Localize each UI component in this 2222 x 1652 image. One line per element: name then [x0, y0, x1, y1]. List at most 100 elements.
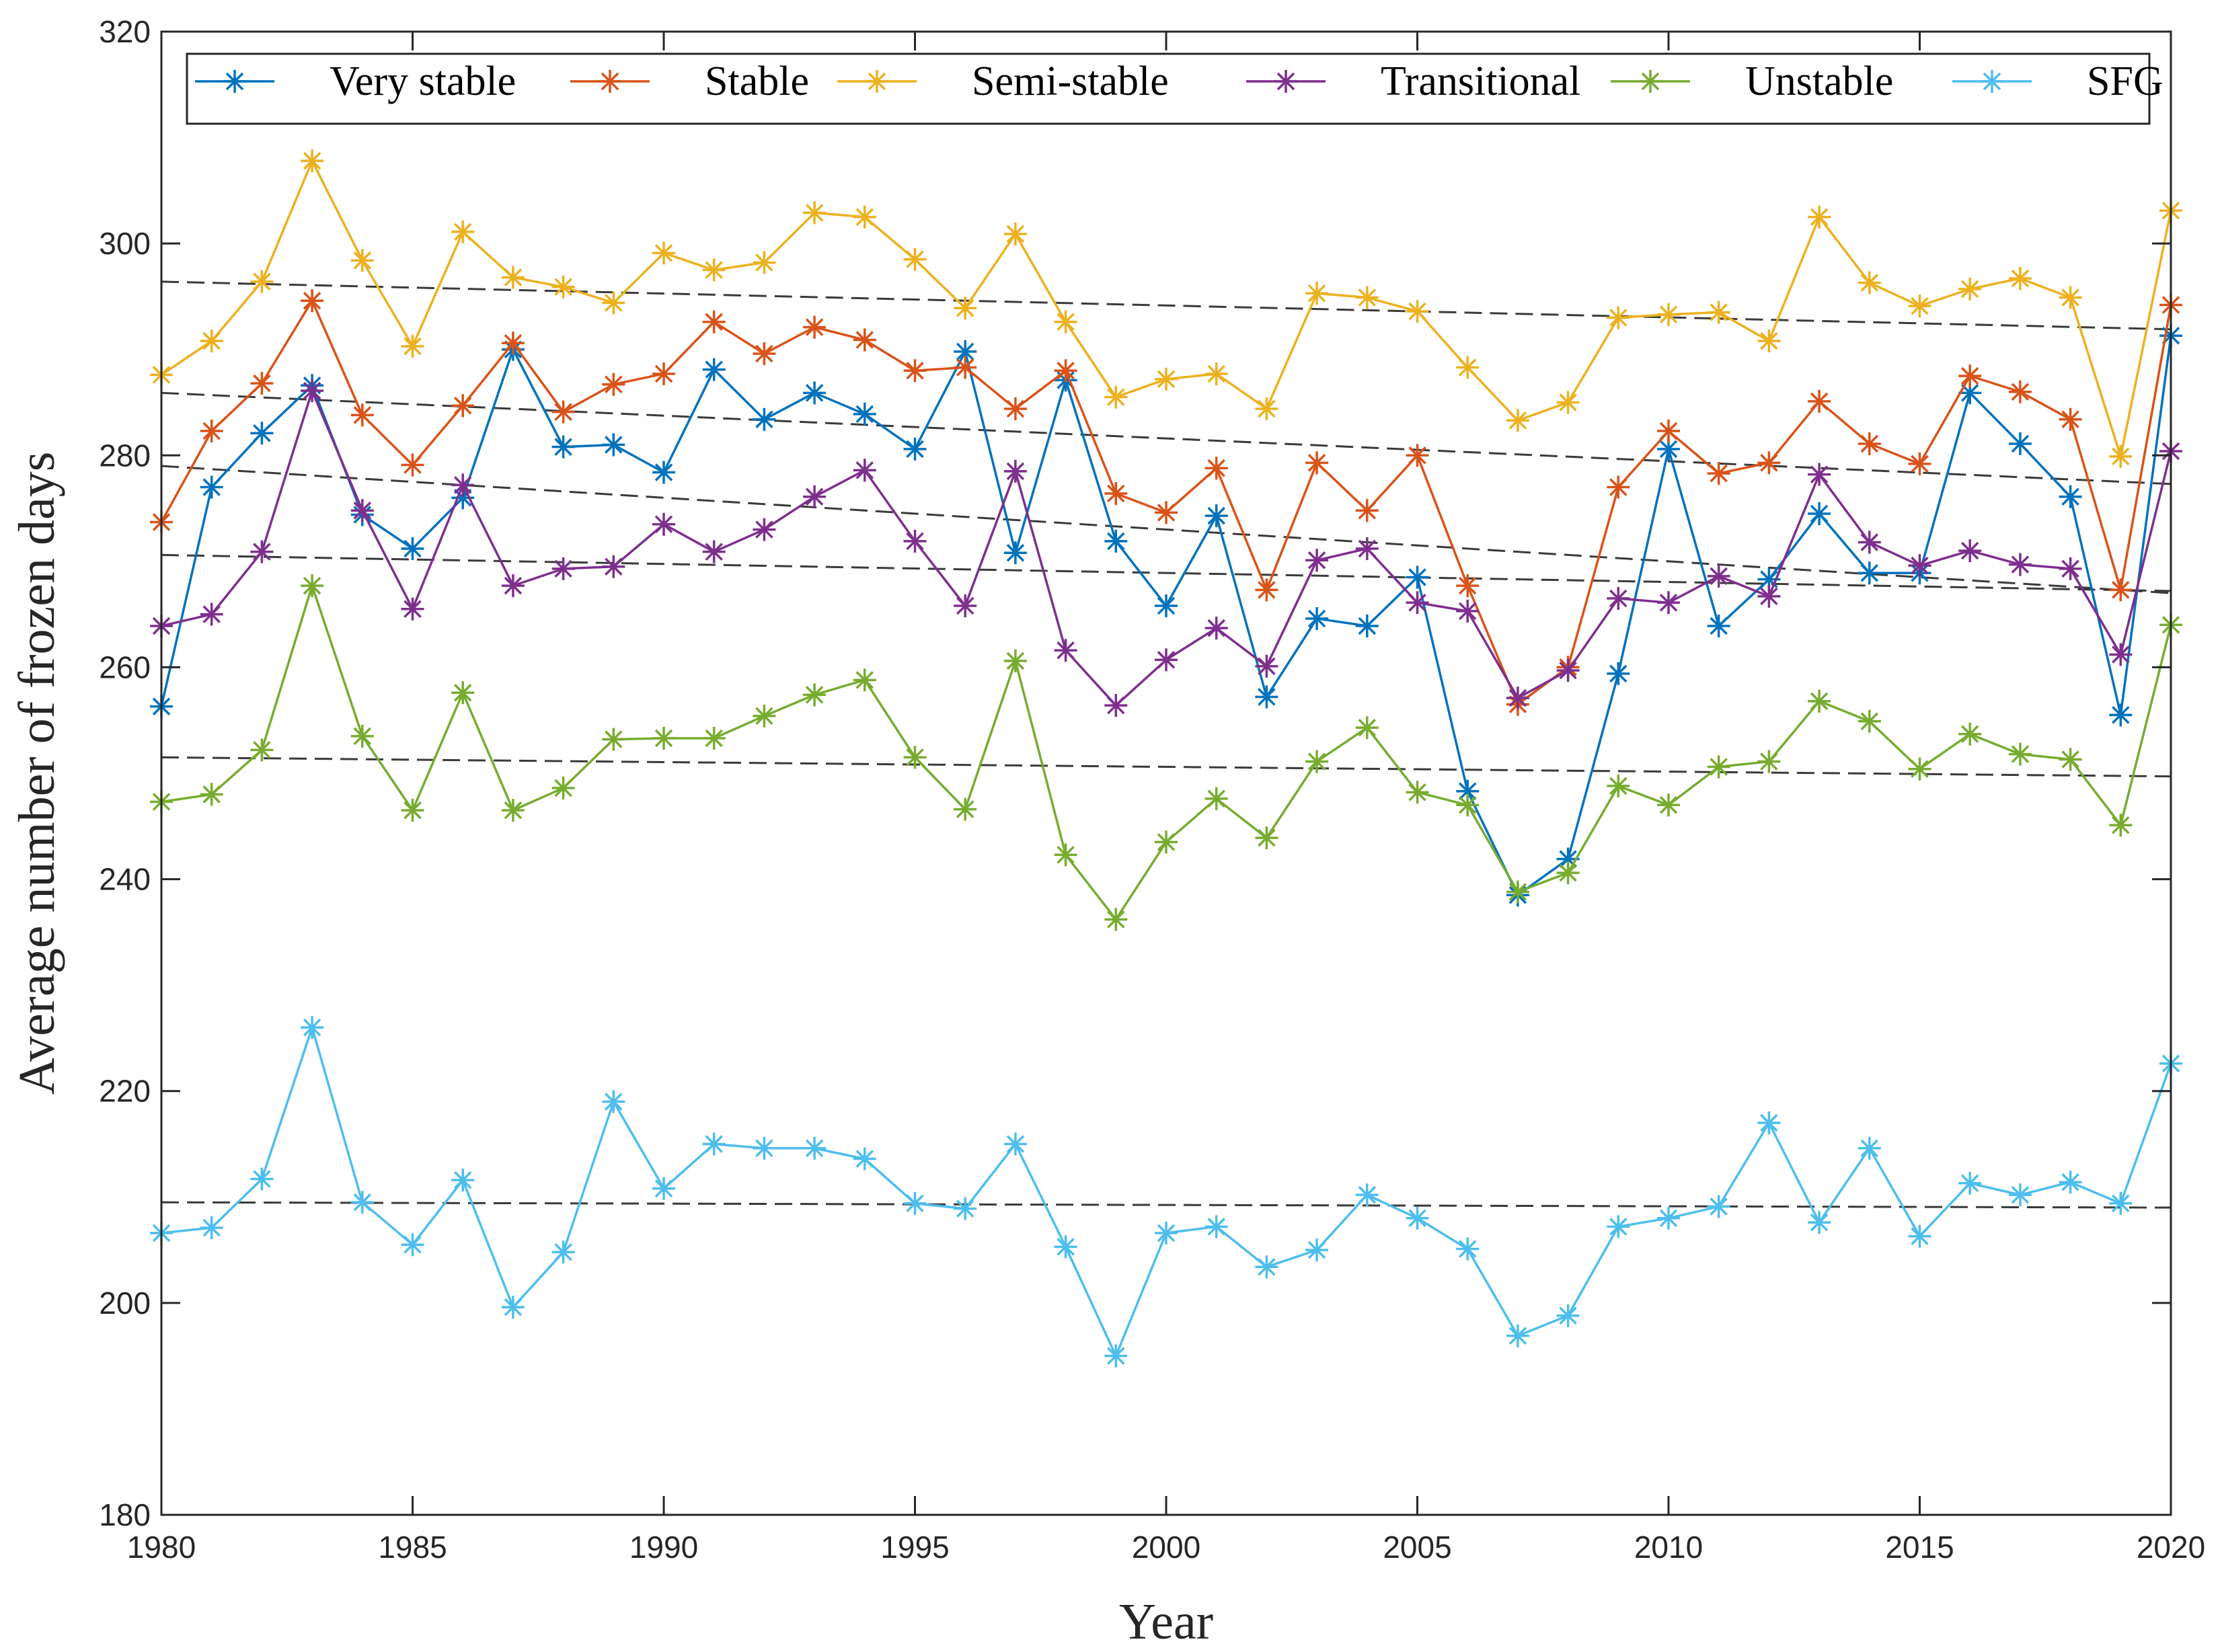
- data-point: [652, 512, 675, 536]
- data-point: [1857, 432, 1881, 455]
- data-point: [501, 574, 525, 598]
- data-point: [1607, 306, 1630, 329]
- data-point: [1857, 561, 1881, 585]
- data-point: [1707, 1195, 1730, 1218]
- data-point: [1255, 685, 1278, 709]
- data-point: [200, 602, 223, 626]
- data-point: [401, 334, 424, 358]
- data-point: [903, 1191, 927, 1215]
- data-point: [2008, 432, 2032, 455]
- data-point: [652, 362, 675, 385]
- x-axis-title: Year: [1119, 1594, 1213, 1650]
- data-point: [1255, 654, 1278, 678]
- legend-label: Transitional: [1381, 58, 1580, 104]
- data-point: [702, 310, 726, 333]
- data-point: [1757, 750, 1781, 773]
- data-point: [954, 797, 977, 821]
- legend-marker: [1981, 70, 2003, 93]
- data-point: [1958, 364, 1982, 388]
- data-point: [2008, 267, 2032, 290]
- data-point: [903, 529, 927, 553]
- y-tick-label: 300: [99, 226, 151, 261]
- data-point: [1757, 1111, 1781, 1134]
- data-point: [1857, 530, 1881, 554]
- data-point: [451, 1169, 475, 1192]
- legend-entry: Semi-stable: [837, 58, 1169, 104]
- data-point: [702, 258, 726, 282]
- data-point: [350, 403, 374, 427]
- y-tick-label: 260: [99, 650, 151, 684]
- data-point: [301, 289, 324, 313]
- data-point: [200, 1216, 223, 1239]
- data-point: [1808, 689, 1831, 713]
- series-unstable: [150, 574, 2182, 931]
- data-point: [753, 1136, 776, 1160]
- data-point: [954, 340, 977, 363]
- data-point: [1003, 649, 1027, 672]
- data-point: [1155, 367, 1178, 391]
- data-point: [2008, 380, 2032, 403]
- data-point: [1104, 529, 1128, 553]
- legend-entry: Unstable: [1611, 58, 1893, 104]
- trend-lines: [161, 280, 2172, 1209]
- series-stable: [150, 289, 2182, 716]
- data-point: [853, 668, 876, 692]
- data-point: [551, 557, 575, 580]
- data-point: [2109, 814, 2133, 837]
- data-point: [401, 1233, 424, 1257]
- trend-line: [161, 1201, 2172, 1209]
- data-point: [350, 724, 374, 748]
- data-point: [2059, 407, 2082, 431]
- data-point: [1406, 444, 1429, 467]
- data-point: [1456, 779, 1480, 803]
- data-point: [1657, 793, 1680, 817]
- data-point: [702, 540, 726, 563]
- legend-marker: [1639, 70, 1662, 93]
- trend-line: [161, 756, 2172, 778]
- data-point: [954, 297, 977, 320]
- data-point: [1003, 459, 1027, 483]
- data-point: [1054, 310, 1077, 333]
- data-point: [1305, 549, 1329, 572]
- data-point: [401, 597, 424, 621]
- data-point: [1204, 504, 1228, 528]
- data-point: [1657, 591, 1680, 615]
- x-tick-label: 2000: [1132, 1530, 1200, 1565]
- y-tick-label: 180: [99, 1497, 151, 1532]
- data-point: [2059, 557, 2082, 580]
- data-point: [1908, 294, 1931, 318]
- y-tick-label: 240: [99, 862, 151, 897]
- data-point: [1305, 606, 1329, 630]
- data-point: [602, 1090, 625, 1113]
- data-point: [551, 275, 575, 299]
- data-point: [1556, 391, 1580, 414]
- data-point: [1657, 303, 1680, 326]
- legend: Very stable Stable Semi-stable Transitional…: [186, 52, 2163, 125]
- data-point: [803, 201, 827, 225]
- data-point: [652, 241, 675, 265]
- data-point: [1104, 694, 1128, 717]
- data-point: [501, 331, 525, 355]
- data-point: [903, 437, 927, 461]
- data-point: [803, 381, 827, 405]
- legend-marker: [223, 70, 246, 93]
- data-point: [1958, 722, 1982, 746]
- data-point: [753, 704, 776, 727]
- data-point: [451, 394, 475, 418]
- data-point: [602, 727, 625, 751]
- data-point: [1456, 793, 1480, 817]
- data-point: [1355, 614, 1379, 637]
- x-tick-label: 1980: [127, 1530, 196, 1565]
- data-point: [1104, 1344, 1128, 1368]
- data-point: [2109, 643, 2133, 666]
- data-point: [1607, 475, 1630, 499]
- data-point: [1556, 1304, 1580, 1327]
- data-point: [1155, 501, 1178, 524]
- data-point: [1255, 1255, 1278, 1279]
- data-point: [1355, 537, 1379, 560]
- trend-line: [161, 465, 2172, 594]
- data-point: [602, 433, 625, 457]
- data-point: [1857, 1136, 1881, 1160]
- legend-label: Stable: [705, 58, 809, 104]
